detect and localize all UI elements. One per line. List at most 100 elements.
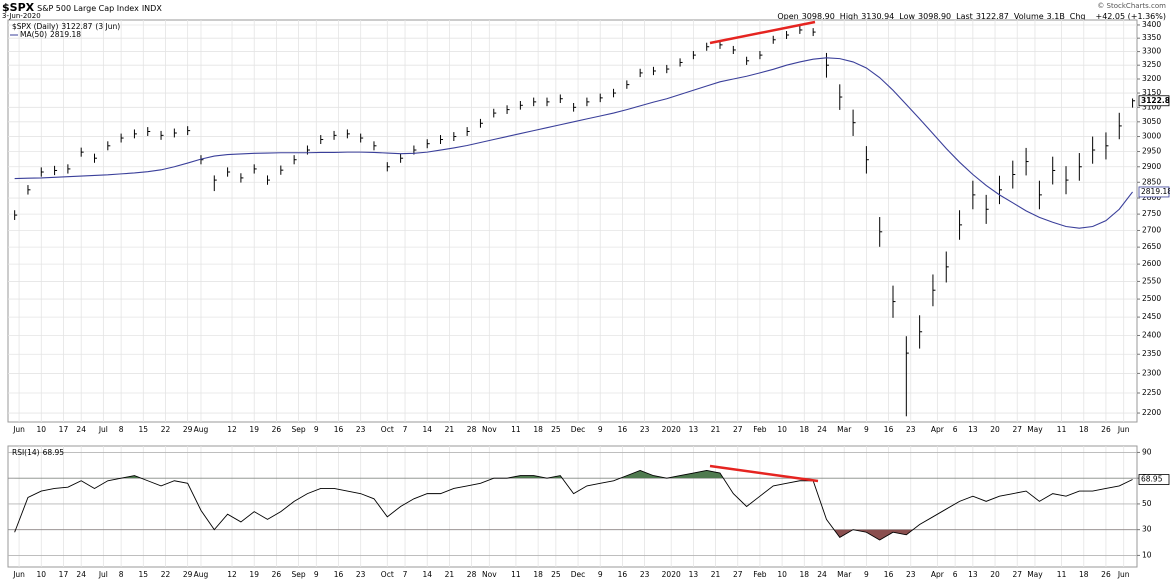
x-tick-label: Jun <box>12 570 25 579</box>
x-tick-label: Mar <box>837 425 852 434</box>
legend-name: $SPX (Daily) <box>12 22 58 31</box>
quote-value: 3098.90 <box>802 12 835 21</box>
x-tick-label: 22 <box>161 425 171 434</box>
legend-value: 3122.87 <box>61 22 92 31</box>
y-tick-label: 3050 <box>1142 117 1161 126</box>
x-tick-label: 20 <box>990 425 1000 434</box>
last-value-label: 68.95 <box>1141 475 1163 484</box>
divergence-line <box>709 464 819 483</box>
x-tick-label: Sep <box>291 570 305 579</box>
x-tick-label: 7 <box>403 425 408 434</box>
legend-date: (3 Jun) <box>95 22 120 31</box>
x-tick-label: Jun <box>1117 425 1130 434</box>
x-tick-label: May <box>1027 425 1043 434</box>
x-tick-label: Jul <box>98 425 108 434</box>
y-tick-label: 3000 <box>1142 132 1161 141</box>
ma-legend: MA(50) 2819.18 <box>20 30 81 39</box>
x-tick-label: 27 <box>733 425 743 434</box>
last-value-box <box>1138 95 1170 107</box>
x-tick-label: 9 <box>864 570 869 579</box>
x-tick-label: 23 <box>906 425 916 434</box>
x-tick-label: 17 <box>59 425 69 434</box>
x-tick-label: 16 <box>618 570 628 579</box>
quote-value: 3122.87 <box>976 12 1009 21</box>
y-tick-label: 2700 <box>1142 225 1161 234</box>
x-tick-label: 10 <box>36 425 46 434</box>
divergence-line <box>709 20 816 45</box>
x-tick-label: Nov <box>482 425 497 434</box>
y-tick-label: 2300 <box>1142 368 1161 377</box>
x-tick-label: Aug <box>194 570 209 579</box>
x-tick-label: 15 <box>139 570 149 579</box>
legend-value: 2819.18 <box>50 30 81 39</box>
x-tick-label: 23 <box>640 425 650 434</box>
last-value-label: 2819.18 <box>1141 187 1170 196</box>
x-tick-label: Dec <box>571 425 586 434</box>
y-tick-label: 90 <box>1142 447 1152 456</box>
y-tick-label: 2600 <box>1142 259 1161 268</box>
x-tick-label: 29 <box>183 425 193 434</box>
x-tick-label: 26 <box>272 570 282 579</box>
x-tick-label: 26 <box>272 425 282 434</box>
x-tick-label: Apr <box>931 570 945 579</box>
y-tick-label: 2400 <box>1142 330 1161 339</box>
x-tick-label: 14 <box>422 570 432 579</box>
x-tick-label: 24 <box>76 570 86 579</box>
x-tick-label: 10 <box>777 425 787 434</box>
quote-key: Volume <box>1014 12 1044 21</box>
x-tick-label: 6 <box>953 425 958 434</box>
y-tick-label: 2200 <box>1142 408 1161 417</box>
y-tick-label: 2500 <box>1142 294 1161 303</box>
x-tick-label: 2020 <box>662 425 681 434</box>
moving-average-line <box>14 57 1133 229</box>
x-tick-label: 11 <box>511 425 521 434</box>
quote-key: High <box>840 12 858 21</box>
quote-key: Open <box>777 12 798 21</box>
x-tick-label: Nov <box>482 570 497 579</box>
quote-value: +42.05 (+1.36%) <box>1095 12 1166 21</box>
x-tick-label: 18 <box>1079 570 1089 579</box>
x-tick-label: 16 <box>884 570 894 579</box>
x-tick-label: 11 <box>511 570 521 579</box>
rsi-legend: RSI(14) 68.95 <box>12 448 64 457</box>
x-tick-label: 18 <box>1079 425 1089 434</box>
x-tick-label: 13 <box>689 570 699 579</box>
x-tick-label: 24 <box>817 425 827 434</box>
quote-key: Last <box>956 12 973 21</box>
x-tick-label: 12 <box>227 425 237 434</box>
x-tick-label: 10 <box>777 570 787 579</box>
x-tick-label: 7 <box>403 570 408 579</box>
legend-name: MA(50) <box>20 30 47 39</box>
y-tick-label: 2900 <box>1142 162 1161 171</box>
price-legend: $SPX (Daily) 3122.87 (3 Jun) <box>12 22 120 31</box>
y-tick-label: 2750 <box>1142 209 1161 218</box>
x-tick-label: 29 <box>183 570 193 579</box>
x-tick-label: 24 <box>817 570 827 579</box>
x-tick-label: 19 <box>249 425 259 434</box>
x-tick-label: 13 <box>968 570 978 579</box>
x-tick-label: Dec <box>571 570 586 579</box>
legend-name: RSI(14) <box>12 448 40 457</box>
x-tick-label: Aug <box>194 425 209 434</box>
x-tick-label: 8 <box>119 425 124 434</box>
x-tick-label: 23 <box>906 570 916 579</box>
x-tick-label: Apr <box>931 425 945 434</box>
quote-value: 3098.90 <box>918 12 951 21</box>
quote-line: Open 3098.90 High 3130.94 Low 3098.90 Last 3122… <box>777 12 1166 21</box>
x-tick-label: 11 <box>1057 425 1067 434</box>
y-tick-label: 50 <box>1142 499 1152 508</box>
x-tick-label: 9 <box>864 425 869 434</box>
x-tick-label: 25 <box>551 425 561 434</box>
header-date: 3-Jun-2020 <box>2 12 41 20</box>
x-tick-label: 27 <box>1012 570 1022 579</box>
last-value-box <box>1138 186 1170 198</box>
x-tick-label: 12 <box>227 570 237 579</box>
rsi-line <box>14 469 1133 541</box>
x-tick-label: Jun <box>1117 570 1130 579</box>
x-tick-label: 16 <box>334 570 344 579</box>
x-tick-label: May <box>1027 570 1043 579</box>
x-tick-label: 19 <box>249 570 259 579</box>
x-tick-label: Jul <box>98 570 108 579</box>
price-panel <box>7 19 1138 423</box>
x-tick-label: 28 <box>467 425 477 434</box>
